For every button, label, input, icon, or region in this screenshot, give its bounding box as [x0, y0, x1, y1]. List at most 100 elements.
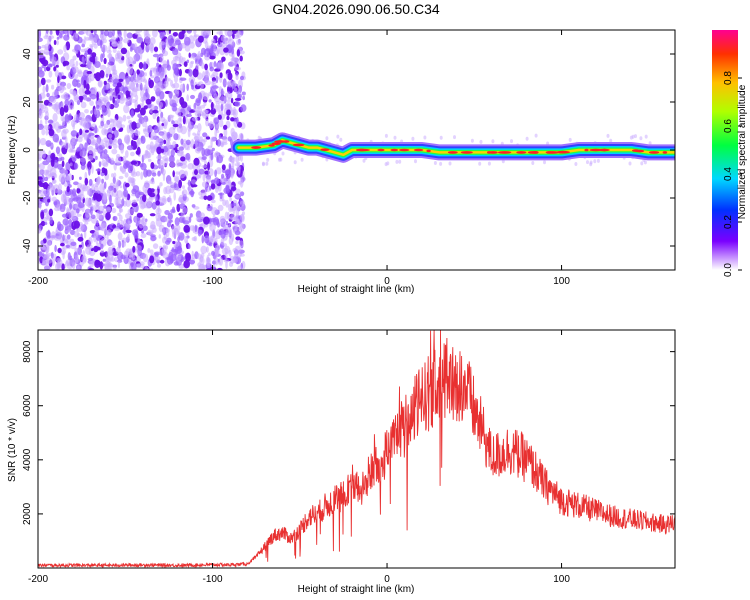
noise-speck — [147, 187, 153, 196]
noise-speck — [201, 181, 208, 188]
noise-speck — [44, 43, 50, 51]
noise-speck — [159, 32, 164, 40]
noise-speck — [118, 240, 122, 249]
noise-speck — [163, 67, 167, 75]
noise-speck — [127, 56, 134, 66]
noise-speck — [53, 253, 57, 261]
noise-speck — [101, 44, 108, 53]
noise-speck — [151, 179, 155, 185]
signal-hotspot — [271, 142, 281, 145]
noise-speck — [159, 259, 165, 264]
noise-speck — [98, 80, 103, 88]
noise-speck — [63, 169, 68, 175]
spectrogram-y-label: Frequency (Hz) — [7, 116, 18, 185]
noise-speck — [63, 62, 66, 67]
noise-speck — [48, 102, 53, 107]
noise-speck — [77, 71, 84, 78]
noise-speck — [65, 261, 70, 266]
noise-speck — [223, 124, 228, 130]
noise-speck — [107, 188, 110, 197]
noise-speck — [491, 139, 495, 144]
noise-speck — [101, 167, 106, 174]
noise-speck — [125, 150, 129, 158]
noise-speck — [136, 138, 141, 147]
noise-speck — [199, 212, 206, 220]
noise-speck — [112, 78, 120, 85]
noise-speck — [161, 168, 166, 176]
noise-speck — [191, 250, 194, 257]
noise-speck — [39, 201, 42, 210]
noise-speck — [171, 206, 176, 213]
noise-speck — [439, 135, 443, 140]
noise-speck — [99, 183, 105, 193]
noise-speck — [191, 116, 199, 122]
noise-speck — [103, 181, 107, 189]
noise-speck — [525, 136, 529, 141]
noise-speck — [224, 251, 228, 261]
noise-speck — [182, 143, 187, 148]
noise-speck — [215, 76, 220, 80]
noise-speck — [64, 113, 70, 123]
noise-speck — [131, 262, 137, 270]
noise-speck — [141, 230, 145, 234]
noise-speck — [83, 133, 88, 141]
noise-speck — [87, 155, 94, 161]
noise-speck — [123, 162, 129, 169]
noise-speck — [114, 196, 119, 206]
noise-speck — [63, 104, 69, 113]
chart-title: GN04.2026.090.06.50.C34 — [272, 1, 440, 17]
noise-speck — [73, 181, 79, 186]
noise-speck — [84, 197, 91, 207]
noise-speck — [174, 74, 178, 83]
noise-speck — [38, 53, 45, 59]
noise-speck — [131, 139, 134, 146]
noise-speck — [132, 55, 136, 65]
noise-speck — [174, 217, 180, 227]
noise-speck — [81, 161, 85, 166]
noise-speck — [86, 185, 91, 193]
noise-speck — [136, 263, 141, 268]
noise-speck — [84, 109, 89, 114]
noise-speck — [147, 248, 151, 253]
noise-speck — [99, 64, 107, 71]
noise-speck — [79, 176, 82, 180]
noise-speck — [165, 228, 170, 233]
noise-speck — [96, 91, 99, 101]
noise-speck — [386, 161, 390, 166]
noise-speck — [126, 32, 133, 39]
noise-speck — [134, 130, 141, 136]
noise-speck — [634, 134, 637, 139]
noise-speck — [166, 221, 172, 228]
noise-speck — [188, 69, 193, 77]
noise-speck — [111, 188, 118, 198]
noise-speck — [107, 79, 114, 84]
noise-speck — [93, 108, 98, 115]
noise-speck — [107, 61, 111, 68]
noise-speck — [169, 182, 175, 188]
noise-speck — [185, 139, 191, 145]
noise-speck — [138, 153, 141, 158]
colorbar-tick-label: 0.2 — [723, 215, 734, 229]
noise-speck — [232, 32, 235, 40]
noise-speck — [204, 63, 209, 71]
noise-speck — [177, 117, 182, 126]
signal-hotspot — [589, 148, 602, 152]
noise-speck — [135, 76, 140, 83]
noise-speck — [182, 185, 185, 190]
noise-speck — [211, 199, 216, 204]
noise-speck — [197, 123, 202, 132]
noise-speck — [47, 119, 54, 124]
noise-speck — [102, 263, 105, 267]
noise-speck — [222, 224, 227, 229]
noise-speck — [162, 227, 165, 235]
y-tick-label: 0 — [22, 147, 33, 153]
noise-speck — [172, 170, 175, 178]
noise-speck — [175, 171, 180, 175]
noise-speck — [56, 40, 59, 46]
noise-speck — [414, 159, 417, 164]
noise-speck — [193, 33, 197, 42]
noise-speck — [210, 101, 214, 110]
y-tick-label: 6000 — [22, 394, 33, 417]
noise-speck — [113, 266, 117, 270]
noise-speck — [127, 220, 131, 227]
